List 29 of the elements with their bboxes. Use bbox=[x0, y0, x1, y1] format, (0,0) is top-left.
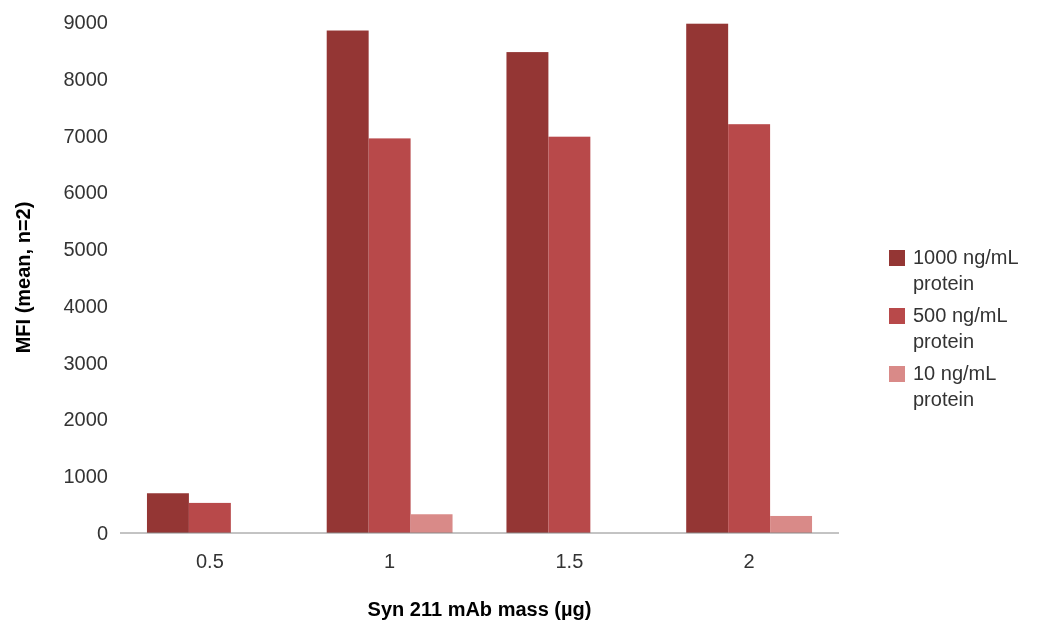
bar bbox=[368, 138, 411, 533]
bar bbox=[188, 502, 231, 533]
x-tick-label: 1 bbox=[384, 550, 396, 572]
bar bbox=[686, 23, 729, 533]
y-axis-title: MFI (mean, n=2) bbox=[12, 201, 34, 354]
legend-label: 10 ng/mL protein bbox=[913, 362, 997, 410]
y-tick-label: 3000 bbox=[63, 351, 108, 374]
bar bbox=[728, 124, 771, 533]
y-tick-label: 7000 bbox=[63, 124, 108, 147]
x-tick-label: 2 bbox=[743, 550, 755, 572]
bar bbox=[146, 493, 189, 533]
y-tick-label: 1000 bbox=[63, 465, 108, 488]
y-tick-label: 0 bbox=[96, 522, 108, 544]
y-tick-label: 5000 bbox=[63, 238, 108, 261]
bar bbox=[770, 515, 813, 533]
y-tick-label: 6000 bbox=[63, 181, 108, 204]
x-tick-label: 1.5 bbox=[555, 550, 584, 572]
bar bbox=[410, 514, 453, 533]
y-tick-label: 2000 bbox=[63, 408, 108, 431]
y-tick-label: 8000 bbox=[63, 67, 108, 90]
y-tick-label: 9000 bbox=[63, 11, 108, 33]
x-tick-label: 0.5 bbox=[195, 550, 224, 572]
legend-label: 500 ng/mL protein bbox=[913, 304, 1008, 352]
bar bbox=[326, 30, 369, 533]
x-axis-title: Syn 211 mAb mass (µg) bbox=[367, 598, 592, 620]
bar bbox=[506, 52, 549, 533]
y-tick-label: 4000 bbox=[63, 294, 108, 317]
bar bbox=[548, 136, 591, 533]
legend-label: 1000 ng/mL protein bbox=[913, 246, 1019, 294]
